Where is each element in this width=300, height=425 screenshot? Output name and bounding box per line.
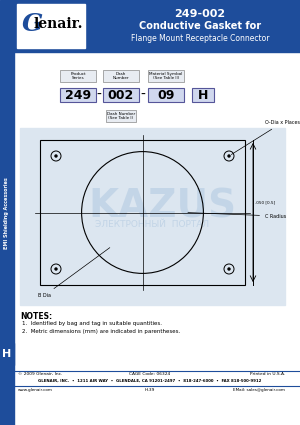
- FancyBboxPatch shape: [148, 88, 184, 102]
- Text: lenair.: lenair.: [34, 17, 83, 31]
- FancyBboxPatch shape: [103, 88, 139, 102]
- Text: H: H: [198, 88, 208, 102]
- Bar: [17, 4, 85, 48]
- Text: -: -: [141, 88, 146, 102]
- Text: O-Dia x Places: O-Dia x Places: [231, 120, 300, 155]
- Text: 249: 249: [65, 88, 91, 102]
- FancyBboxPatch shape: [60, 88, 96, 102]
- Text: GLENAIR, INC.  •  1211 AIR WAY  •  GLENDALE, CA 91201-2497  •  818-247-6000  •  : GLENAIR, INC. • 1211 AIR WAY • GLENDALE,…: [38, 379, 262, 383]
- Text: © 2009 Glenair, Inc.: © 2009 Glenair, Inc.: [18, 372, 62, 376]
- Bar: [14, 0, 300, 52]
- Text: CAGE Code: 06324: CAGE Code: 06324: [129, 372, 171, 376]
- Text: C Radius: C Radius: [188, 212, 286, 218]
- Text: KAZUS: KAZUS: [88, 187, 237, 226]
- Text: Dash Number
(See Table I): Dash Number (See Table I): [107, 112, 135, 120]
- Text: H-39: H-39: [145, 388, 155, 392]
- Circle shape: [55, 268, 57, 270]
- Bar: [0, 0, 14, 425]
- Text: H: H: [2, 349, 12, 359]
- Text: 002: 002: [108, 88, 134, 102]
- Circle shape: [228, 155, 230, 157]
- Text: www.glenair.com: www.glenair.com: [18, 388, 53, 392]
- Text: 2.  Metric dimensions (mm) are indicated in parentheses.: 2. Metric dimensions (mm) are indicated …: [22, 329, 180, 334]
- Text: EMail: sales@glenair.com: EMail: sales@glenair.com: [233, 388, 285, 392]
- Circle shape: [228, 268, 230, 270]
- Text: 1.  Identified by bag and tag in suitable quantities.: 1. Identified by bag and tag in suitable…: [22, 321, 162, 326]
- Bar: [40, 140, 245, 285]
- Text: Product
Series: Product Series: [70, 72, 86, 80]
- Bar: [20, 128, 285, 305]
- Text: EMI Shielding Accessories: EMI Shielding Accessories: [4, 177, 10, 249]
- Text: Material Symbol
(See Table II): Material Symbol (See Table II): [149, 72, 183, 80]
- Text: ЭЛЕКТРОННЫЙ  ПОРТАЛ: ЭЛЕКТРОННЫЙ ПОРТАЛ: [95, 220, 210, 229]
- FancyBboxPatch shape: [148, 70, 184, 82]
- Bar: [0, 343, 14, 365]
- Text: 09: 09: [157, 88, 175, 102]
- Text: 249-002: 249-002: [174, 9, 226, 19]
- Text: .050 [0.5]: .050 [0.5]: [255, 201, 275, 204]
- Circle shape: [55, 155, 57, 157]
- Text: Flange Mount Receptacle Connector: Flange Mount Receptacle Connector: [131, 34, 269, 43]
- Text: NOTES:: NOTES:: [20, 312, 52, 321]
- Text: Printed in U.S.A.: Printed in U.S.A.: [250, 372, 285, 376]
- Text: -: -: [97, 88, 101, 102]
- Text: B Dia: B Dia: [38, 248, 110, 298]
- FancyBboxPatch shape: [60, 70, 96, 82]
- Text: Dash
Number: Dash Number: [113, 72, 129, 80]
- Text: G: G: [22, 12, 44, 36]
- FancyBboxPatch shape: [192, 88, 214, 102]
- FancyBboxPatch shape: [103, 70, 139, 82]
- Text: Conductive Gasket for: Conductive Gasket for: [139, 21, 261, 31]
